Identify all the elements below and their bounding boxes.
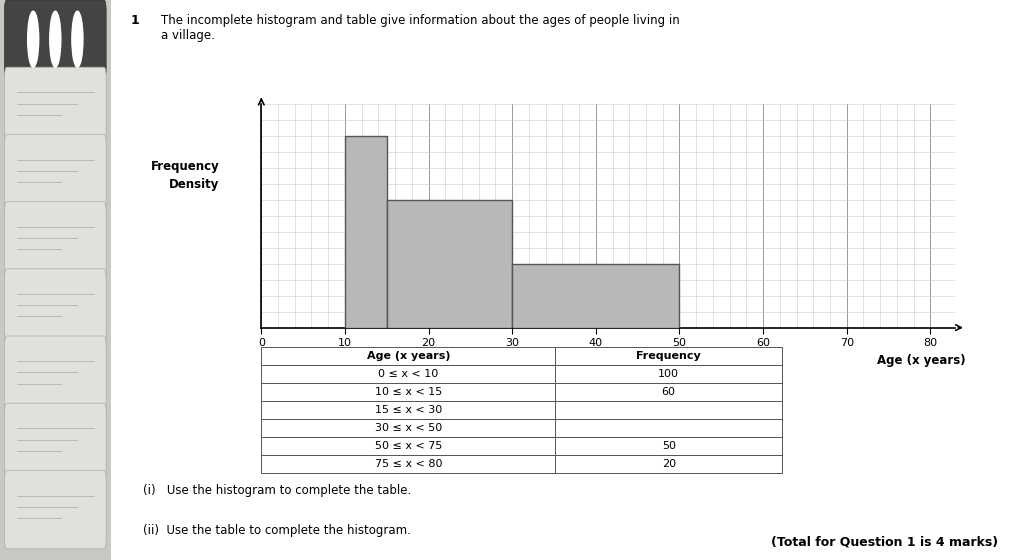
Text: 60: 60 [662, 387, 676, 397]
Text: 20: 20 [662, 459, 676, 469]
Text: 50 ≤ x < 75: 50 ≤ x < 75 [375, 441, 442, 451]
Bar [512, 264, 680, 328]
Bar [261, 365, 555, 383]
Bar [555, 455, 782, 473]
Bar [555, 347, 782, 365]
Bar [555, 365, 782, 383]
Text: 15 ≤ x < 30: 15 ≤ x < 30 [375, 405, 442, 415]
Circle shape [28, 11, 39, 67]
Bar [261, 383, 555, 401]
Bar [555, 401, 782, 419]
Bar [387, 199, 512, 328]
Text: 50: 50 [662, 441, 676, 451]
Text: 10 ≤ x < 15: 10 ≤ x < 15 [375, 387, 442, 397]
Circle shape [50, 11, 60, 67]
Bar [555, 437, 782, 455]
Circle shape [72, 11, 83, 67]
FancyBboxPatch shape [4, 269, 106, 347]
FancyBboxPatch shape [4, 202, 106, 280]
Text: 30 ≤ x < 50: 30 ≤ x < 50 [375, 423, 442, 433]
Bar [555, 419, 782, 437]
Text: 75 ≤ x < 80: 75 ≤ x < 80 [375, 459, 442, 469]
FancyBboxPatch shape [4, 67, 106, 146]
FancyBboxPatch shape [4, 470, 106, 549]
Text: Frequency
Density: Frequency Density [151, 160, 220, 190]
FancyBboxPatch shape [4, 0, 106, 78]
Text: Age (x years): Age (x years) [878, 354, 966, 367]
Bar [345, 136, 387, 328]
Text: 0 ≤ x < 10: 0 ≤ x < 10 [378, 369, 438, 379]
Bar [555, 383, 782, 401]
Bar [261, 455, 555, 473]
Bar [261, 347, 555, 365]
Text: (ii)  Use the table to complete the histogram.: (ii) Use the table to complete the histo… [142, 524, 411, 536]
Text: Age (x years): Age (x years) [367, 351, 451, 361]
Text: Frequency: Frequency [636, 351, 701, 361]
Text: (Total for Question 1 is 4 marks): (Total for Question 1 is 4 marks) [771, 536, 998, 549]
Text: 1: 1 [131, 14, 139, 27]
FancyBboxPatch shape [4, 336, 106, 414]
Bar [261, 419, 555, 437]
Bar [261, 437, 555, 455]
FancyBboxPatch shape [4, 403, 106, 482]
Text: 100: 100 [658, 369, 679, 379]
Text: (i)   Use the histogram to complete the table.: (i) Use the histogram to complete the ta… [142, 484, 411, 497]
Text: The incomplete histogram and table give information about the ages of people liv: The incomplete histogram and table give … [161, 14, 680, 42]
Bar [261, 401, 555, 419]
FancyBboxPatch shape [4, 134, 106, 213]
